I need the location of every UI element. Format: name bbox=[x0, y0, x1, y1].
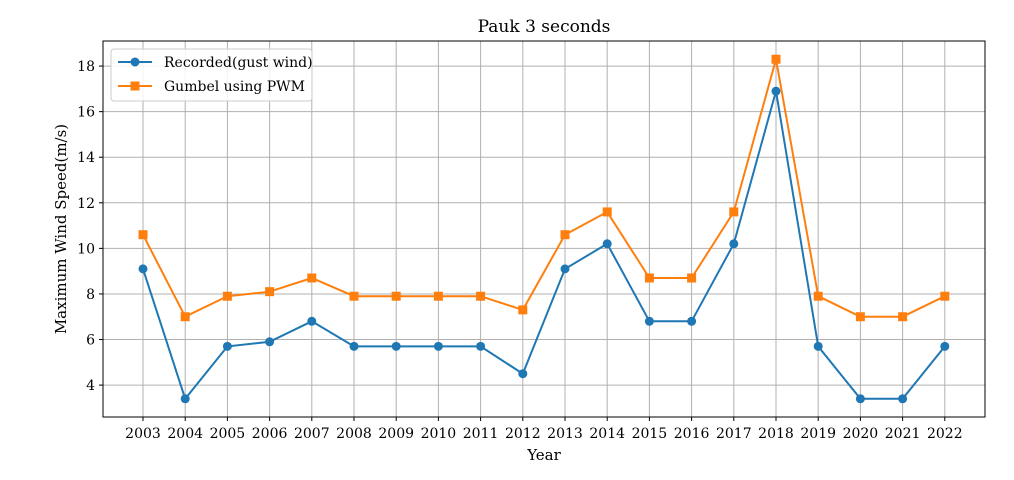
x-tick-label: 2019 bbox=[800, 426, 836, 442]
data-point-recorded bbox=[180, 394, 190, 404]
data-point-gumbel bbox=[644, 273, 654, 283]
data-point-gumbel bbox=[687, 273, 697, 283]
legend-marker-gumbel bbox=[130, 81, 140, 91]
data-point-recorded bbox=[518, 369, 528, 379]
legend-box bbox=[110, 48, 313, 102]
data-point-gumbel bbox=[476, 291, 486, 301]
data-point-recorded bbox=[433, 341, 443, 351]
y-tick-label: 12 bbox=[77, 196, 95, 212]
data-point-gumbel bbox=[433, 291, 443, 301]
data-point-gumbel bbox=[265, 287, 275, 297]
grid-lines bbox=[103, 41, 985, 417]
legend-marker-recorded bbox=[130, 57, 140, 67]
data-point-recorded bbox=[644, 316, 654, 326]
series-line-recorded bbox=[142, 90, 946, 401]
x-tick-label: 2010 bbox=[421, 426, 457, 442]
data-point-recorded bbox=[349, 341, 359, 351]
x-tick-label: 2021 bbox=[885, 426, 921, 442]
x-tick-label: 2007 bbox=[294, 426, 330, 442]
data-point-recorded bbox=[476, 341, 486, 351]
data-point-recorded bbox=[729, 239, 739, 249]
data-point-recorded bbox=[138, 264, 148, 274]
data-point-gumbel bbox=[518, 305, 528, 315]
series-recorded bbox=[138, 86, 950, 404]
data-point-recorded bbox=[222, 341, 232, 351]
y-tick-label: 4 bbox=[86, 378, 95, 394]
legend-label-recorded: Recorded(gust wind) bbox=[164, 55, 313, 71]
data-point-gumbel bbox=[349, 291, 359, 301]
data-point-recorded bbox=[391, 341, 401, 351]
data-point-gumbel bbox=[307, 273, 317, 283]
y-tick-label: 6 bbox=[86, 333, 95, 349]
x-axis-ticks: 2003 2004 2005 2006 2007 2008 2009 2010 2011 2012… bbox=[125, 417, 963, 442]
x-tick-label: 2005 bbox=[210, 426, 246, 442]
data-point-recorded bbox=[813, 341, 823, 351]
series-layer bbox=[138, 54, 950, 404]
data-point-gumbel bbox=[602, 207, 612, 217]
data-point-gumbel bbox=[898, 312, 908, 322]
x-tick-label: 2017 bbox=[716, 426, 752, 442]
data-point-recorded bbox=[602, 239, 612, 249]
data-point-gumbel bbox=[222, 291, 232, 301]
data-point-gumbel bbox=[391, 291, 401, 301]
x-tick-label: 2003 bbox=[125, 426, 161, 442]
y-tick-label: 16 bbox=[77, 105, 95, 121]
series-line-gumbel bbox=[142, 58, 946, 319]
data-point-gumbel bbox=[180, 312, 190, 322]
x-tick-label: 2022 bbox=[927, 426, 963, 442]
data-point-gumbel bbox=[560, 230, 570, 240]
data-point-recorded bbox=[855, 394, 865, 404]
y-axis-label: Maximum Wind Speed(m/s) bbox=[52, 124, 70, 334]
data-point-gumbel bbox=[729, 207, 739, 217]
y-tick-label: 14 bbox=[77, 150, 95, 166]
data-point-gumbel bbox=[771, 54, 781, 64]
y-axis-ticks: 4 6 8 10 12 14 16 18 bbox=[77, 59, 103, 394]
x-tick-label: 2004 bbox=[167, 426, 203, 442]
series-gumbel bbox=[138, 54, 950, 322]
data-point-gumbel bbox=[813, 291, 823, 301]
data-point-gumbel bbox=[138, 230, 148, 240]
data-point-gumbel bbox=[855, 312, 865, 322]
y-tick-label: 8 bbox=[86, 287, 95, 303]
x-tick-label: 2014 bbox=[589, 426, 625, 442]
data-point-recorded bbox=[687, 316, 697, 326]
x-tick-label: 2013 bbox=[547, 426, 583, 442]
y-tick-label: 18 bbox=[77, 59, 95, 75]
x-tick-label: 2012 bbox=[505, 426, 541, 442]
y-tick-label: 10 bbox=[77, 241, 95, 257]
data-point-gumbel bbox=[940, 291, 950, 301]
x-tick-label: 2015 bbox=[632, 426, 668, 442]
x-tick-label: 2009 bbox=[378, 426, 414, 442]
legend: Recorded(gust wind) Gumbel using PWM bbox=[110, 48, 313, 102]
plot-frame bbox=[102, 40, 986, 418]
x-axis-label: Year bbox=[526, 446, 561, 464]
x-tick-label: 2020 bbox=[843, 426, 879, 442]
data-point-recorded bbox=[940, 341, 950, 351]
data-point-recorded bbox=[307, 316, 317, 326]
x-tick-label: 2016 bbox=[674, 426, 710, 442]
x-tick-label: 2006 bbox=[252, 426, 288, 442]
x-tick-label: 2008 bbox=[336, 426, 372, 442]
x-tick-label: 2011 bbox=[463, 426, 499, 442]
chart-title: Pauk 3 seconds bbox=[478, 17, 611, 37]
x-tick-label: 2018 bbox=[758, 426, 794, 442]
data-point-recorded bbox=[898, 394, 908, 404]
data-point-recorded bbox=[771, 86, 781, 96]
legend-label-gumbel: Gumbel using PWM bbox=[164, 79, 305, 95]
data-point-recorded bbox=[560, 264, 570, 274]
data-point-recorded bbox=[265, 337, 275, 347]
